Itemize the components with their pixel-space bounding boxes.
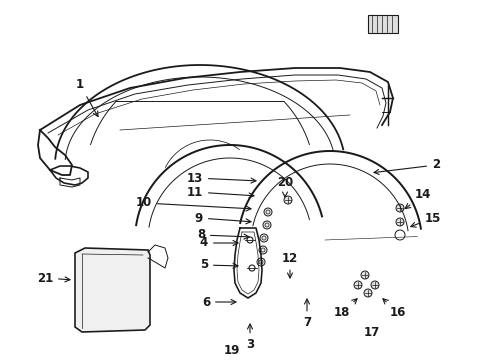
Text: 15: 15	[411, 211, 441, 227]
Text: 5: 5	[200, 258, 238, 271]
Circle shape	[364, 289, 372, 297]
Text: 2: 2	[374, 158, 440, 174]
Circle shape	[284, 196, 292, 204]
Text: 4: 4	[200, 237, 238, 249]
Text: 19: 19	[224, 343, 240, 356]
Text: 12: 12	[282, 252, 298, 278]
Circle shape	[396, 218, 404, 226]
Circle shape	[264, 208, 272, 216]
Text: 10: 10	[136, 197, 251, 211]
Text: 11: 11	[187, 185, 254, 198]
Text: 20: 20	[277, 176, 293, 197]
Text: 18: 18	[334, 299, 357, 320]
Text: 1: 1	[76, 78, 98, 117]
Circle shape	[263, 221, 271, 229]
Circle shape	[259, 246, 267, 254]
Text: 8: 8	[197, 229, 249, 242]
Circle shape	[354, 281, 362, 289]
Text: 21: 21	[37, 271, 70, 284]
Text: 6: 6	[202, 296, 236, 309]
Text: 9: 9	[195, 211, 251, 225]
Circle shape	[361, 271, 369, 279]
Circle shape	[396, 204, 404, 212]
Text: 13: 13	[187, 171, 256, 184]
Polygon shape	[75, 248, 150, 332]
Circle shape	[371, 281, 379, 289]
Text: 16: 16	[383, 299, 406, 320]
Text: 14: 14	[405, 189, 431, 208]
Bar	[368, 15, 398, 33]
Text: 17: 17	[364, 327, 380, 339]
Circle shape	[260, 234, 268, 242]
Text: 3: 3	[246, 324, 254, 351]
Text: 7: 7	[303, 299, 311, 329]
Circle shape	[257, 258, 265, 266]
